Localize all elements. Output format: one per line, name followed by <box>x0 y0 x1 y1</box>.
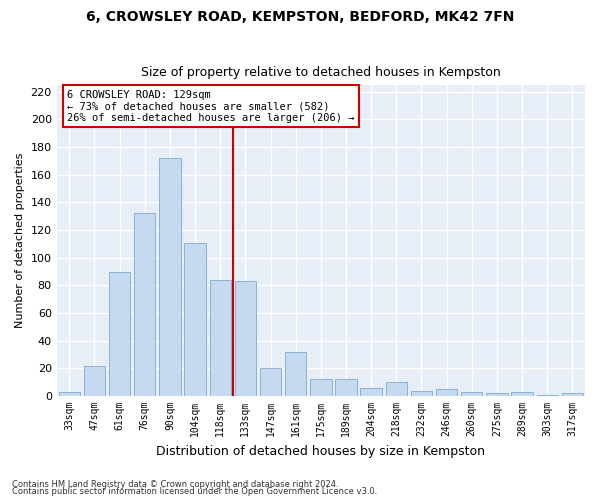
Bar <box>486 394 508 396</box>
Bar <box>260 368 281 396</box>
Bar <box>411 390 432 396</box>
Bar <box>109 272 130 396</box>
Bar <box>209 280 231 396</box>
Bar <box>436 389 457 396</box>
Bar <box>536 394 558 396</box>
Bar <box>386 382 407 396</box>
Bar <box>184 242 206 396</box>
Title: Size of property relative to detached houses in Kempston: Size of property relative to detached ho… <box>141 66 501 80</box>
Text: 6, CROWSLEY ROAD, KEMPSTON, BEDFORD, MK42 7FN: 6, CROWSLEY ROAD, KEMPSTON, BEDFORD, MK4… <box>86 10 514 24</box>
Bar <box>562 394 583 396</box>
Bar <box>285 352 307 396</box>
Bar <box>361 388 382 396</box>
Bar <box>310 380 332 396</box>
Bar <box>159 158 181 396</box>
Bar <box>511 392 533 396</box>
Text: Contains public sector information licensed under the Open Government Licence v3: Contains public sector information licen… <box>12 487 377 496</box>
Text: 6 CROWSLEY ROAD: 129sqm
← 73% of detached houses are smaller (582)
26% of semi-d: 6 CROWSLEY ROAD: 129sqm ← 73% of detache… <box>67 90 355 122</box>
Y-axis label: Number of detached properties: Number of detached properties <box>15 153 25 328</box>
Text: Contains HM Land Registry data © Crown copyright and database right 2024.: Contains HM Land Registry data © Crown c… <box>12 480 338 489</box>
Bar <box>461 392 482 396</box>
X-axis label: Distribution of detached houses by size in Kempston: Distribution of detached houses by size … <box>157 444 485 458</box>
Bar <box>59 392 80 396</box>
Bar <box>84 366 105 396</box>
Bar <box>134 214 155 396</box>
Bar <box>235 281 256 396</box>
Bar <box>335 380 356 396</box>
